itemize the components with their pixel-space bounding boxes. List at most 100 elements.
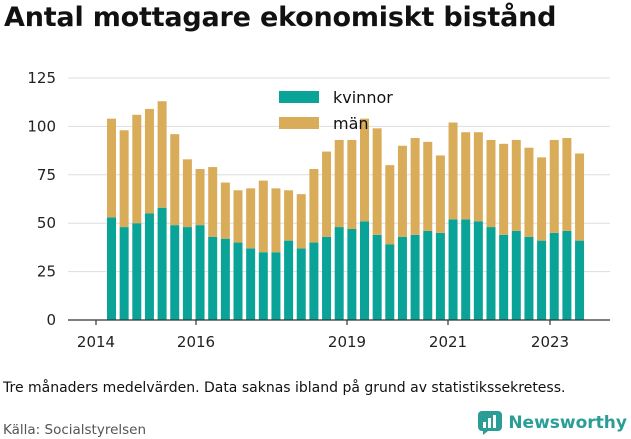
- stacked-bar-chart: 0 25 50 75 100 125 2014 2016 2019 2021 2023 kvinno…: [27, 69, 610, 351]
- bar-kvinnor: [322, 236, 332, 320]
- bar-man: [208, 167, 218, 237]
- bar-kvinnor: [473, 221, 483, 320]
- legend-label-kvinnor: kvinnor: [333, 88, 393, 107]
- legend-label-man: män: [333, 114, 369, 133]
- bar-kvinnor: [448, 219, 458, 320]
- bar-man: [170, 134, 180, 226]
- bar-kvinnor: [182, 227, 192, 320]
- y-tick-label: 0: [46, 311, 56, 329]
- bar-man: [309, 168, 319, 243]
- bar-kvinnor: [119, 227, 129, 320]
- bar-kvinnor: [258, 252, 268, 320]
- bar-kvinnor: [537, 240, 547, 320]
- bar-kvinnor: [486, 227, 496, 320]
- bar-man: [334, 139, 344, 228]
- bar-kvinnor: [233, 242, 243, 320]
- bar-man: [410, 138, 420, 235]
- bar-man: [372, 128, 382, 235]
- y-tick-label: 50: [37, 214, 56, 232]
- y-tick-label: 25: [37, 263, 56, 281]
- x-tick-label: 2023: [531, 333, 569, 351]
- bar-kvinnor: [195, 225, 205, 320]
- bar-kvinnor: [284, 240, 294, 320]
- bar-kvinnor: [220, 238, 230, 320]
- bar-kvinnor: [208, 236, 218, 320]
- axes: 0 25 50 75 100 125 2014 2016 2019 2021 2023: [27, 69, 610, 351]
- bar-kvinnor: [334, 227, 344, 320]
- bar-man: [499, 143, 509, 235]
- source-note: Källa: Socialstyrelsen: [3, 422, 147, 438]
- x-tick-label: 2016: [177, 333, 215, 351]
- x-tick-label: 2021: [429, 333, 467, 351]
- bar-kvinnor: [524, 236, 534, 320]
- bar-group: [107, 101, 585, 320]
- bar-man: [296, 194, 306, 249]
- legend-swatch-man: [279, 117, 319, 129]
- bar-kvinnor: [423, 230, 433, 320]
- bar-man: [397, 145, 407, 237]
- bar-man: [360, 118, 369, 222]
- bar-man: [486, 139, 496, 228]
- brand-name: Newsworthy: [508, 413, 627, 433]
- bar-man: [233, 190, 243, 243]
- bar-man: [448, 122, 458, 220]
- bar-man: [107, 118, 116, 218]
- bar-kvinnor: [385, 244, 395, 320]
- bar-kvinnor: [144, 213, 154, 320]
- bar-man: [385, 165, 395, 245]
- bar-man: [461, 132, 471, 220]
- bar-man: [284, 190, 294, 241]
- y-tick-label: 125: [27, 69, 56, 87]
- bar-kvinnor: [549, 232, 559, 320]
- bar-kvinnor: [107, 217, 116, 320]
- chart-title: Antal mottagare ekonomiskt bistånd: [4, 2, 557, 33]
- bar-man: [271, 188, 281, 253]
- bar-kvinnor: [170, 225, 180, 320]
- bar-man: [220, 182, 230, 239]
- legend-swatch-kvinnor: [279, 91, 319, 103]
- bar-man: [511, 139, 521, 231]
- bar-man: [524, 147, 534, 237]
- bar-kvinnor: [157, 207, 167, 320]
- bar-kvinnor: [410, 234, 420, 320]
- bar-kvinnor: [132, 223, 142, 320]
- bar-man: [549, 139, 559, 233]
- bar-kvinnor: [435, 232, 445, 320]
- bar-kvinnor: [575, 240, 585, 320]
- y-tick-label: 75: [37, 166, 56, 184]
- newsworthy-logo-icon: [478, 411, 503, 435]
- bar-kvinnor: [511, 230, 521, 320]
- bar-man: [195, 168, 205, 226]
- legend: kvinnor män: [279, 88, 393, 133]
- brand-logo[interactable]: Newsworthy: [477, 410, 627, 436]
- x-tick-label: 2019: [328, 333, 366, 351]
- bar-man: [347, 139, 357, 230]
- bar-kvinnor: [562, 230, 572, 320]
- bar-man: [562, 138, 572, 231]
- chart-caption: Tre månaders medelvärden. Data saknas ib…: [3, 380, 566, 396]
- bar-kvinnor: [347, 229, 357, 320]
- bar-man: [423, 141, 433, 231]
- bar-kvinnor: [246, 248, 256, 320]
- bar-man: [258, 180, 268, 253]
- bar-kvinnor: [397, 236, 407, 320]
- bar-man: [435, 155, 445, 233]
- bar-man: [182, 159, 192, 228]
- bar-kvinnor: [296, 248, 306, 320]
- bar-kvinnor: [309, 242, 319, 320]
- bar-man: [119, 130, 129, 228]
- bar-kvinnor: [360, 221, 369, 320]
- bar-kvinnor: [271, 252, 281, 320]
- bar-man: [322, 151, 332, 237]
- bar-kvinnor: [461, 219, 471, 320]
- x-tick-label: 2014: [77, 333, 115, 351]
- bar-man: [575, 153, 585, 241]
- bar-man: [473, 132, 483, 222]
- bar-man: [246, 188, 256, 249]
- y-tick-label: 100: [27, 117, 56, 135]
- bar-man: [537, 157, 547, 241]
- bar-kvinnor: [499, 234, 509, 320]
- bar-man: [144, 108, 154, 214]
- bar-man: [157, 101, 167, 208]
- bar-kvinnor: [372, 234, 382, 320]
